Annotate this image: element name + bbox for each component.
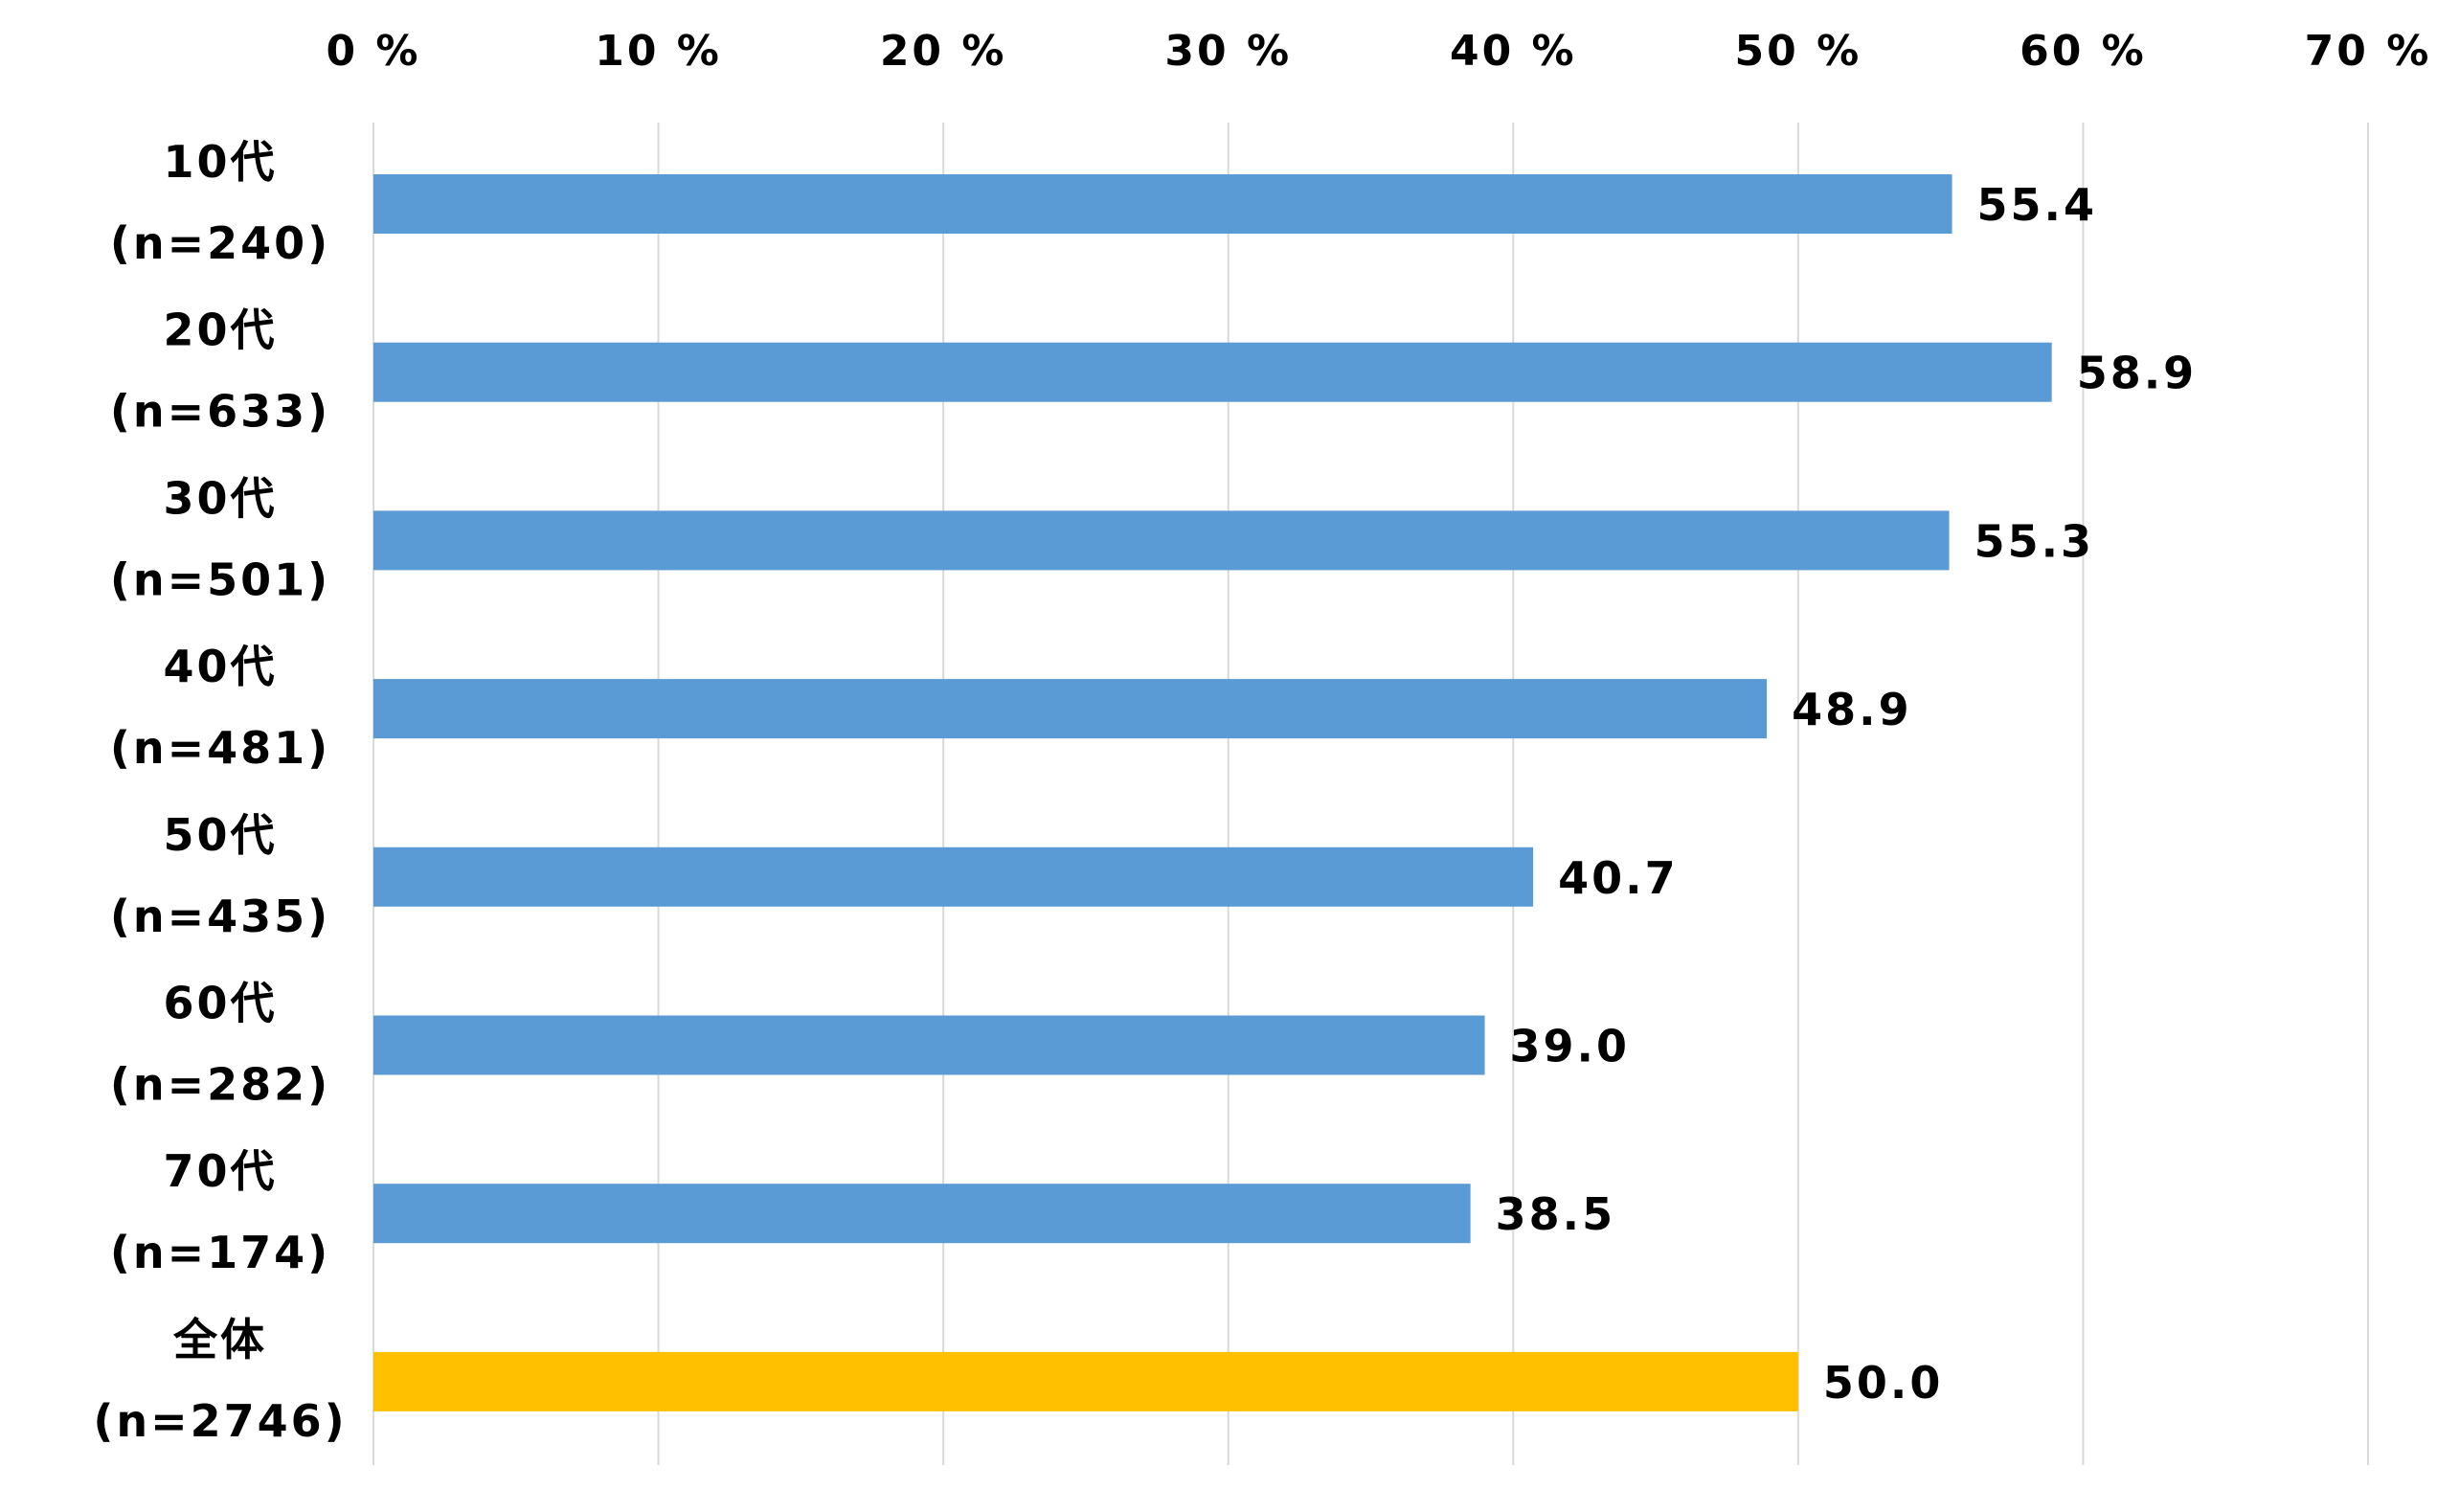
- category-label-n: (n=435): [110, 891, 330, 942]
- gridlines: [372, 123, 2369, 1465]
- category-label-n: (n=174): [110, 1227, 330, 1278]
- category-label-n: (n=501): [110, 553, 330, 605]
- category-label-name: 70代: [163, 1145, 277, 1197]
- value-label: 48.9: [1792, 684, 1912, 735]
- category-label-name: 40代: [163, 641, 277, 692]
- bar: [373, 679, 1768, 739]
- value-label: 55.4: [1977, 179, 2098, 231]
- category-label-n: (n=633): [110, 386, 330, 438]
- bar: [373, 1184, 1471, 1244]
- x-tick-label: 50 %: [1735, 27, 1862, 76]
- category-label-name: 50代: [163, 809, 277, 861]
- value-label: 40.7: [1558, 852, 1679, 904]
- bar: [373, 1015, 1485, 1075]
- bars: [373, 174, 2052, 1411]
- x-tick-label: 30 %: [1164, 27, 1292, 76]
- x-axis-tick-labels: 0 % 10 % 20 % 30 % 40 % 50 % 60 % 70 %: [326, 27, 2432, 76]
- category-label-name: 20代: [163, 305, 277, 356]
- value-label: 39.0: [1510, 1021, 1631, 1072]
- category-label-n: (n=2746): [93, 1395, 347, 1447]
- category-labels: 10代 (n=240) 20代 (n=633) 30代 (n=501) 40代 (n=481)…: [93, 136, 347, 1447]
- bar: [373, 1351, 1798, 1411]
- x-tick-label: 60 %: [2020, 27, 2147, 76]
- x-tick-label: 10 %: [595, 27, 722, 76]
- value-label: 55.3: [1974, 515, 2095, 567]
- x-tick-label: 0 %: [326, 27, 420, 76]
- x-tick-label: 20 %: [880, 27, 1007, 76]
- category-label-name: 30代: [163, 472, 277, 524]
- bar: [373, 510, 1950, 571]
- value-labels: 55.4 58.9 55.3 48.9 40.7 39.0 38.5 50.0: [1496, 179, 2198, 1409]
- bar: [373, 342, 2052, 402]
- value-label: 58.9: [2077, 348, 2198, 399]
- category-label-n: (n=282): [110, 1059, 330, 1111]
- x-tick-label: 70 %: [2305, 27, 2432, 76]
- category-label-n: (n=240): [110, 217, 330, 269]
- x-tick-label: 40 %: [1450, 27, 1577, 76]
- bar: [373, 846, 1534, 907]
- bar: [373, 174, 1952, 234]
- value-label: 38.5: [1496, 1188, 1616, 1240]
- category-label-name: 10代: [163, 136, 277, 188]
- category-label-n: (n=481): [110, 722, 330, 774]
- category-label-name: 60代: [163, 978, 277, 1029]
- category-label-name: 全体: [172, 1314, 267, 1365]
- value-label: 50.0: [1823, 1357, 1944, 1409]
